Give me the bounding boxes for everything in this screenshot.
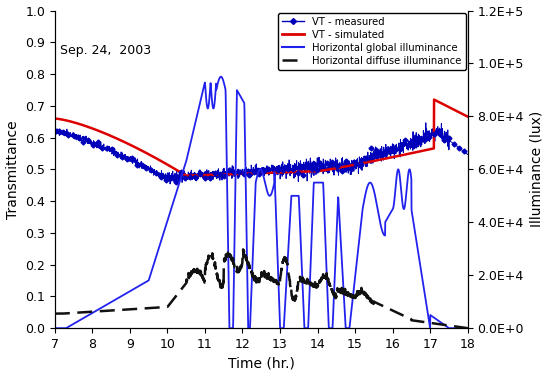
VT - measured: [52, 129, 58, 133]
VT - simulated: [147, 153, 154, 158]
Horizontal diffuse illuminance: [464, 326, 471, 331]
Horizontal diffuse illuminance: [312, 285, 318, 289]
Line: Horizontal diffuse illuminance: Horizontal diffuse illuminance: [55, 249, 468, 328]
Horizontal global illuminance: [438, 320, 444, 324]
VT - simulated: [418, 149, 424, 153]
Line: VT - measured: VT - measured: [55, 123, 468, 184]
VT - simulated: [343, 164, 349, 169]
Horizontal global illuminance: [147, 273, 154, 277]
Horizontal diffuse illuminance: [438, 322, 444, 327]
VT - measured: [167, 182, 173, 186]
Horizontal global illuminance: [418, 267, 424, 272]
VT - measured: [464, 152, 470, 156]
VT - measured: [147, 167, 154, 171]
Text: Sep. 24,  2003: Sep. 24, 2003: [60, 44, 152, 57]
Horizontal global illuminance: [218, 74, 225, 79]
VT - simulated: [438, 101, 444, 105]
VT - simulated: [431, 97, 438, 102]
Legend: VT - measured, VT - simulated, Horizontal global illuminance, Horizontal diffuse: VT - measured, VT - simulated, Horizonta…: [278, 12, 466, 70]
Horizontal diffuse illuminance: [463, 326, 470, 331]
VT - measured: [464, 152, 471, 157]
VT - simulated: [183, 173, 189, 178]
Horizontal diffuse illuminance: [418, 319, 424, 324]
VT - measured: [312, 168, 318, 173]
Horizontal global illuminance: [343, 325, 349, 329]
Line: VT - simulated: VT - simulated: [55, 100, 468, 176]
VT - measured: [438, 127, 444, 131]
Horizontal diffuse illuminance: [147, 306, 154, 310]
Horizontal diffuse illuminance: [52, 311, 58, 316]
VT - measured: [423, 121, 429, 125]
VT - measured: [418, 134, 424, 139]
Horizontal global illuminance: [52, 326, 58, 331]
Y-axis label: Transmittance: Transmittance: [5, 120, 20, 219]
VT - simulated: [312, 169, 318, 174]
Horizontal diffuse illuminance: [343, 290, 349, 295]
VT - simulated: [464, 114, 471, 119]
VT - simulated: [52, 116, 58, 121]
Horizontal diffuse illuminance: [240, 247, 247, 252]
VT - simulated: [464, 114, 470, 118]
Y-axis label: Illuminance (lux): Illuminance (lux): [529, 111, 544, 227]
X-axis label: Time (hr.): Time (hr.): [228, 356, 295, 370]
Line: Horizontal global illuminance: Horizontal global illuminance: [55, 77, 468, 328]
Horizontal global illuminance: [463, 326, 470, 331]
Horizontal global illuminance: [312, 180, 318, 185]
Horizontal global illuminance: [464, 326, 471, 331]
VT - measured: [343, 166, 349, 170]
